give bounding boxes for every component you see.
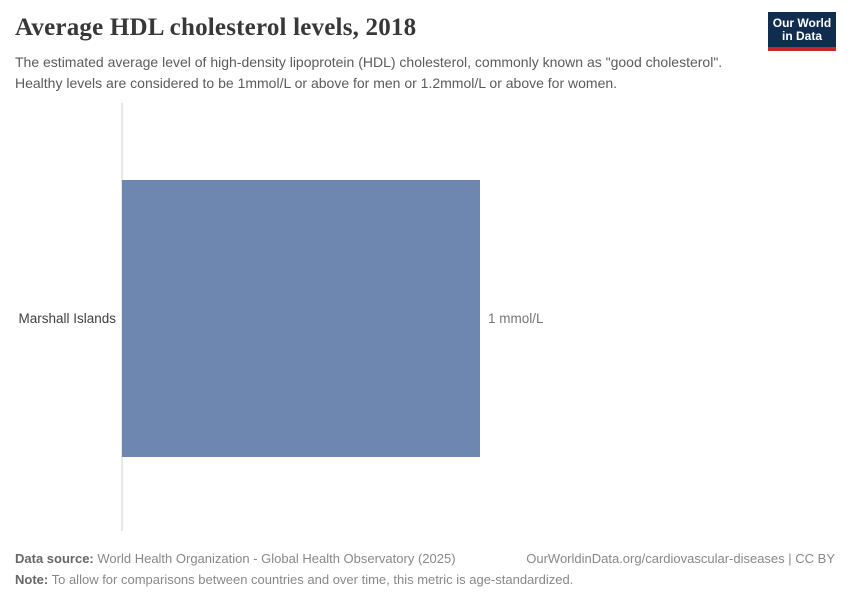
bar-value-label: 1 mmol/L xyxy=(488,311,544,326)
datasource-text: World Health Organization - Global Healt… xyxy=(97,551,456,566)
owid-logo-line2: in Data xyxy=(781,29,822,43)
entity-label-marshall-islands: Marshall Islands xyxy=(18,311,116,326)
chart-footer: Data source: World Health Organization -… xyxy=(15,548,835,590)
chart-title: Average HDL cholesterol levels, 2018 xyxy=(15,14,417,41)
datasource-label: Data source: xyxy=(15,551,94,566)
citation-link[interactable]: OurWorldinData.org/cardiovascular-diseas… xyxy=(526,551,835,566)
owid-logo-line1: Our World xyxy=(772,16,832,30)
datasource-line: Data source: World Health Organization -… xyxy=(15,548,456,569)
chart-subtitle: The estimated average level of high-dens… xyxy=(15,54,723,91)
note-text: To allow for comparisons between countri… xyxy=(51,572,574,587)
bar-marshall-islands[interactable] xyxy=(122,180,480,457)
note-label: Note: xyxy=(15,572,49,587)
owid-logo[interactable]: Our World in Data xyxy=(768,12,836,51)
